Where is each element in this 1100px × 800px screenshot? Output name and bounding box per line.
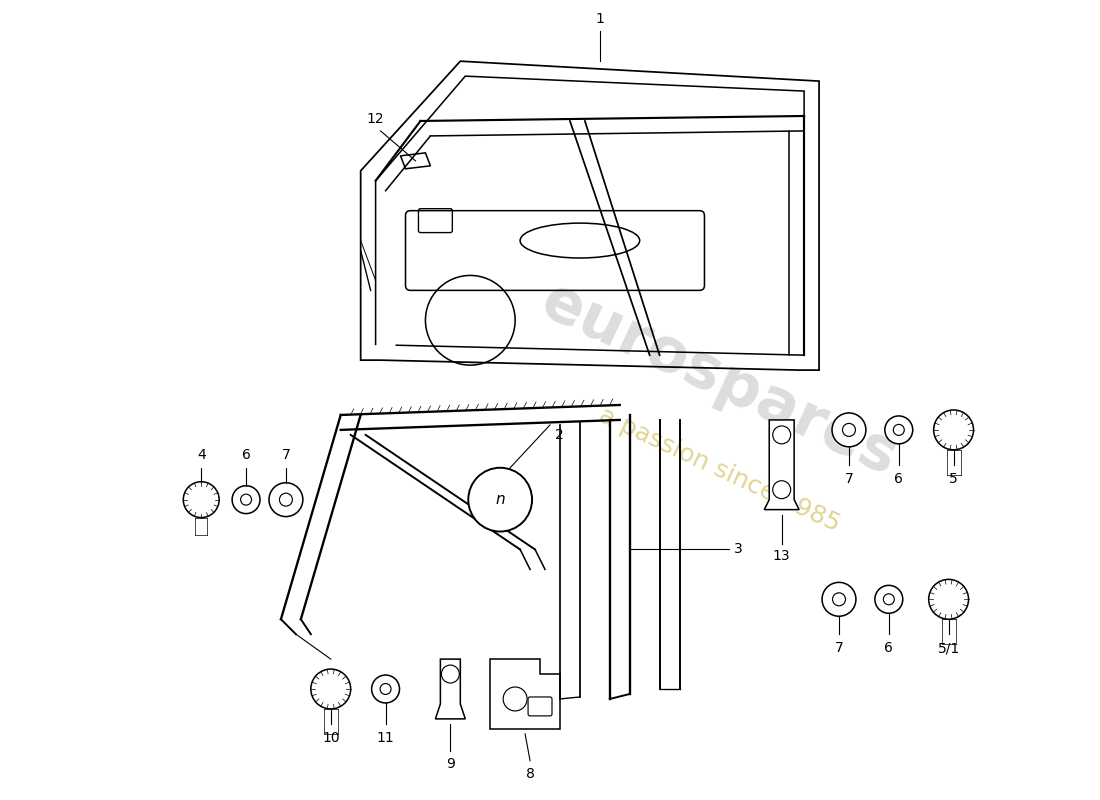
Circle shape: [279, 493, 293, 506]
FancyBboxPatch shape: [528, 697, 552, 716]
Circle shape: [503, 687, 527, 711]
Circle shape: [241, 494, 252, 505]
Circle shape: [928, 579, 968, 619]
Text: 6: 6: [242, 448, 251, 462]
Text: 6: 6: [894, 472, 903, 486]
Circle shape: [469, 468, 532, 531]
Circle shape: [270, 482, 302, 517]
Polygon shape: [764, 420, 799, 510]
Text: 5/1: 5/1: [937, 641, 959, 655]
Text: n: n: [495, 492, 505, 507]
Text: 6: 6: [884, 641, 893, 655]
Circle shape: [772, 426, 791, 444]
Text: 11: 11: [376, 731, 395, 745]
Circle shape: [772, 481, 791, 498]
Text: a passion since 1985: a passion since 1985: [595, 403, 844, 536]
Text: 12: 12: [366, 112, 384, 126]
Text: 13: 13: [773, 550, 791, 563]
Circle shape: [441, 665, 460, 683]
Text: 1: 1: [595, 12, 604, 26]
Text: 7: 7: [282, 448, 290, 462]
Circle shape: [843, 423, 856, 436]
Circle shape: [833, 593, 846, 606]
Circle shape: [934, 410, 974, 450]
Circle shape: [893, 425, 904, 435]
Circle shape: [883, 594, 894, 605]
Text: 8: 8: [526, 766, 535, 781]
Circle shape: [381, 683, 392, 694]
Circle shape: [311, 669, 351, 709]
Text: 7: 7: [835, 641, 844, 655]
Text: 7: 7: [845, 472, 854, 486]
Text: 10: 10: [322, 731, 340, 745]
Polygon shape: [436, 659, 465, 719]
Text: 5: 5: [949, 472, 958, 486]
Polygon shape: [400, 153, 430, 169]
Circle shape: [874, 586, 903, 614]
Polygon shape: [491, 659, 560, 729]
Text: 2: 2: [556, 428, 563, 442]
Circle shape: [884, 416, 913, 444]
Text: 9: 9: [446, 757, 454, 770]
Circle shape: [372, 675, 399, 703]
Circle shape: [822, 582, 856, 616]
Circle shape: [184, 482, 219, 518]
Text: 4: 4: [197, 448, 206, 462]
Text: 3: 3: [735, 542, 744, 557]
Circle shape: [832, 413, 866, 447]
Text: eurospares: eurospares: [532, 272, 908, 489]
Circle shape: [232, 486, 260, 514]
